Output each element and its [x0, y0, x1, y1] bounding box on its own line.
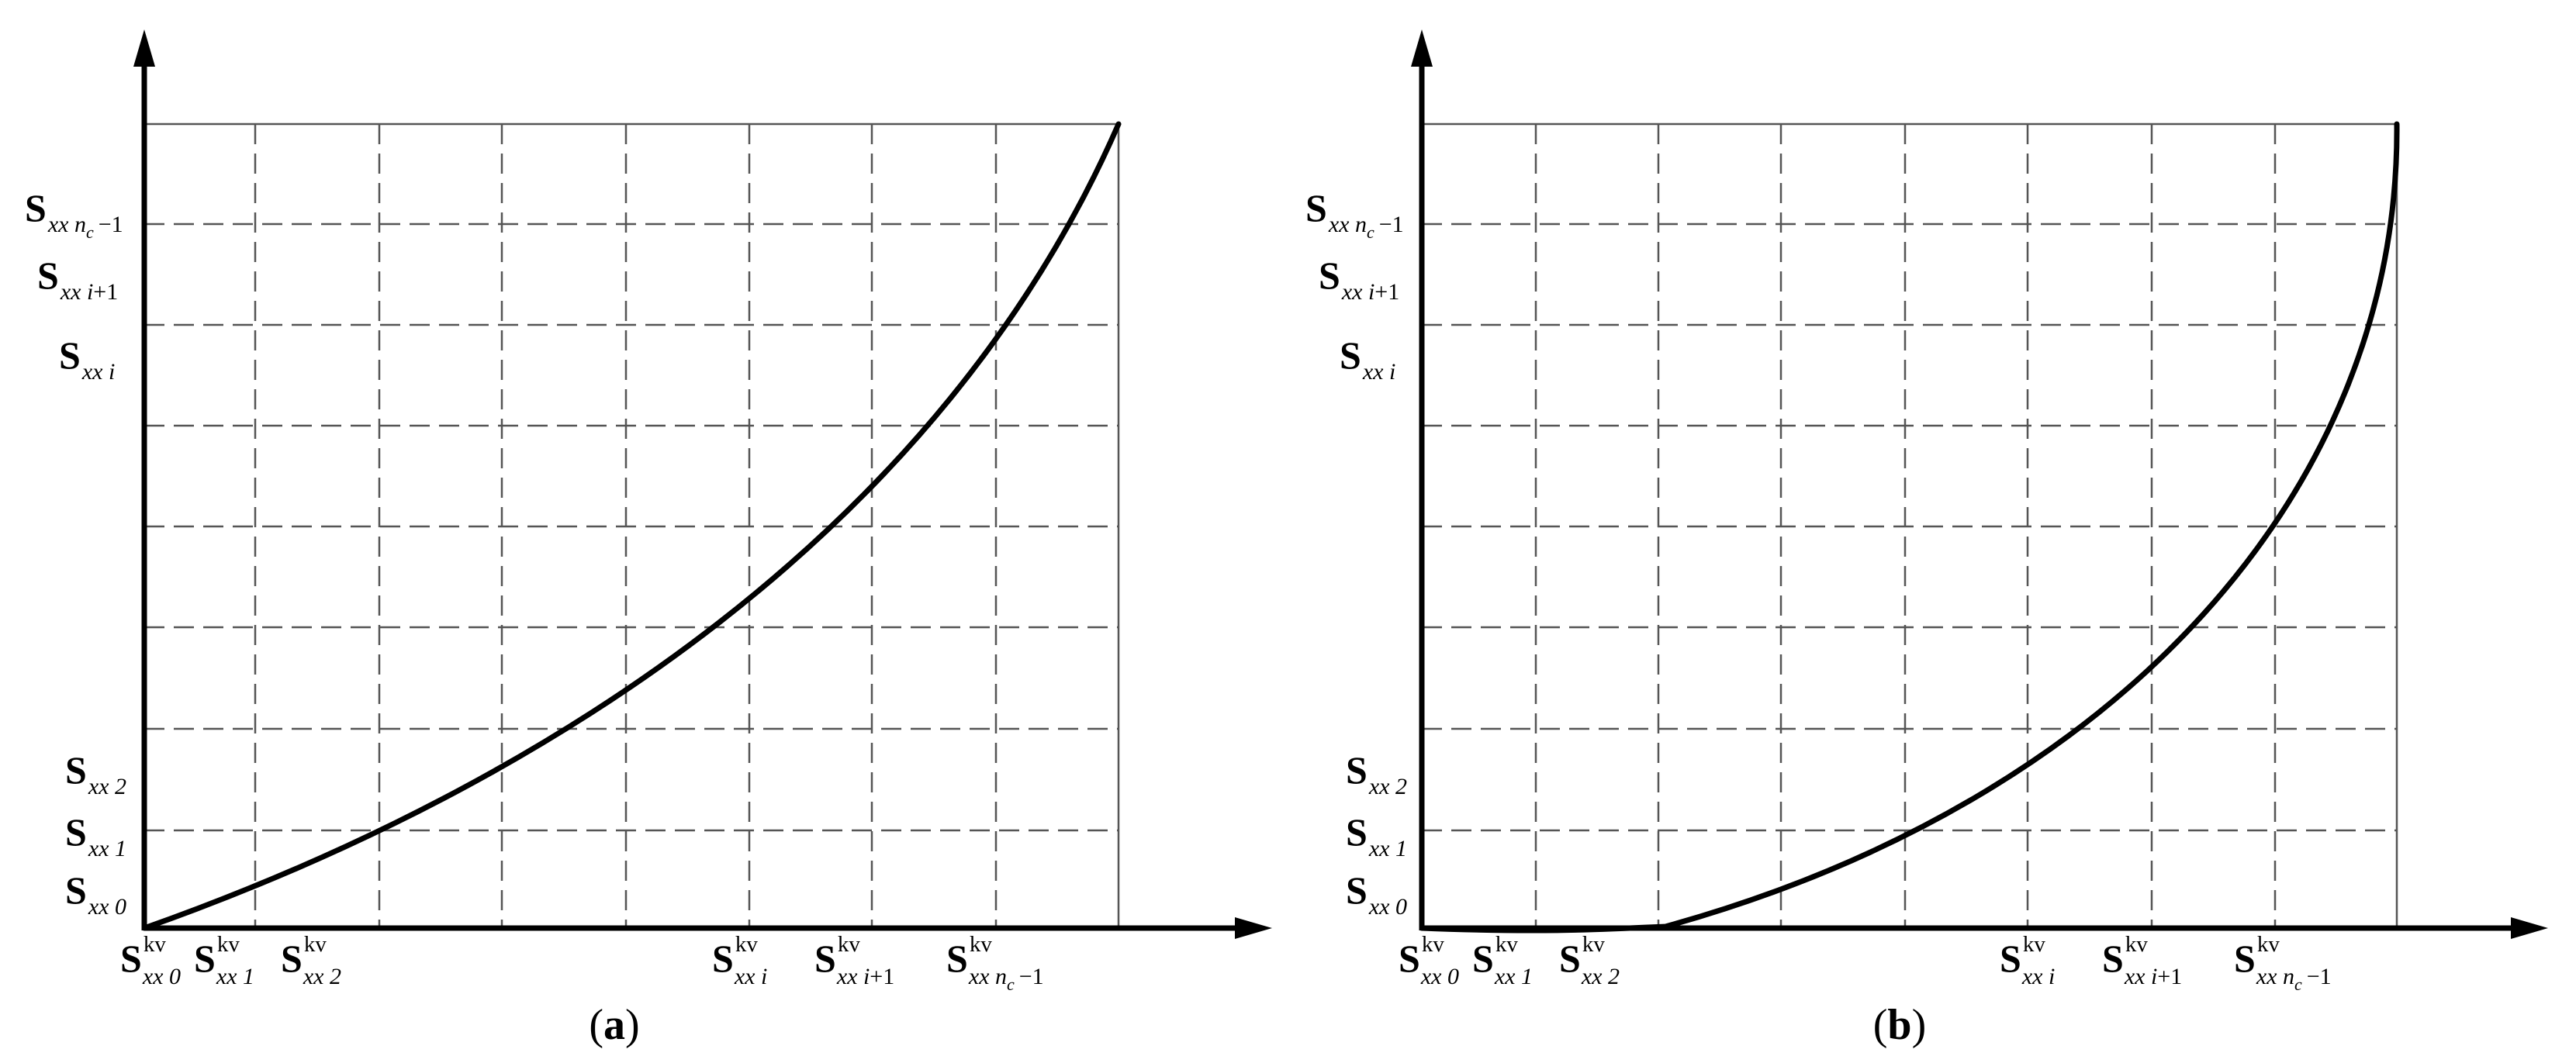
y-axis-label: Sxx 0	[1346, 868, 1407, 920]
curve	[141, 121, 1122, 931]
y-axis-label: Sxx i+1	[1319, 254, 1399, 305]
x-axis-label: Skv xx nc −1	[946, 932, 1044, 994]
x-axis-label: Skv xx 1	[194, 932, 254, 989]
y-axis-arrowhead	[1411, 29, 1433, 67]
x-axis-arrowhead	[2511, 917, 2548, 939]
x-axis-label: Skv xx nc −1	[2234, 932, 2332, 994]
x-axis-label: Skv xx i+1	[2102, 932, 2182, 989]
x-axis-label: Skv xx 2	[1559, 932, 1620, 989]
y-axis-label: Sxx 0	[65, 868, 126, 920]
y-axis-label: Sxx i	[59, 333, 115, 385]
y-axis-arrowhead	[133, 29, 155, 67]
y-axis-label: Sxx nc −1	[1305, 186, 1404, 242]
curve	[1419, 121, 2400, 934]
y-axis-label: Sxx i	[1340, 333, 1395, 385]
panel-a: Sxx nc −1 Sxx i+1 Sxx i Sxx 2 Sxx 1 Sxx 0 Skv xx…	[25, 29, 1272, 1049]
y-axis-label: Sxx 2	[65, 748, 126, 799]
panel-caption: (a)	[589, 1001, 639, 1049]
y-axis-label: Sxx nc −1	[25, 186, 123, 242]
x-axis-label: Skv xx i	[712, 932, 767, 989]
x-axis-label: Skv xx 1	[1472, 932, 1533, 989]
x-axis-label: Skv xx i	[2000, 932, 2055, 989]
panel-b: Sxx nc −1 Sxx i+1 Sxx i Sxx 2 Sxx 1 Sxx 0 Skv xx…	[1305, 29, 2548, 1049]
y-axis-label: Sxx i+1	[37, 254, 118, 305]
y-axis-label: Sxx 2	[1346, 748, 1407, 799]
x-axis-label: Skv xx 0	[1399, 932, 1459, 989]
x-axis-label: Skv xx 2	[281, 932, 341, 989]
panel-caption: (b)	[1873, 1001, 1926, 1049]
x-axis-arrowhead	[1235, 917, 1272, 939]
y-axis-label: Sxx 1	[1346, 810, 1407, 861]
y-axis-label: Sxx 1	[65, 810, 126, 861]
x-axis-label: Skv xx 0	[120, 932, 181, 989]
x-axis-label: Skv xx i+1	[814, 932, 894, 989]
